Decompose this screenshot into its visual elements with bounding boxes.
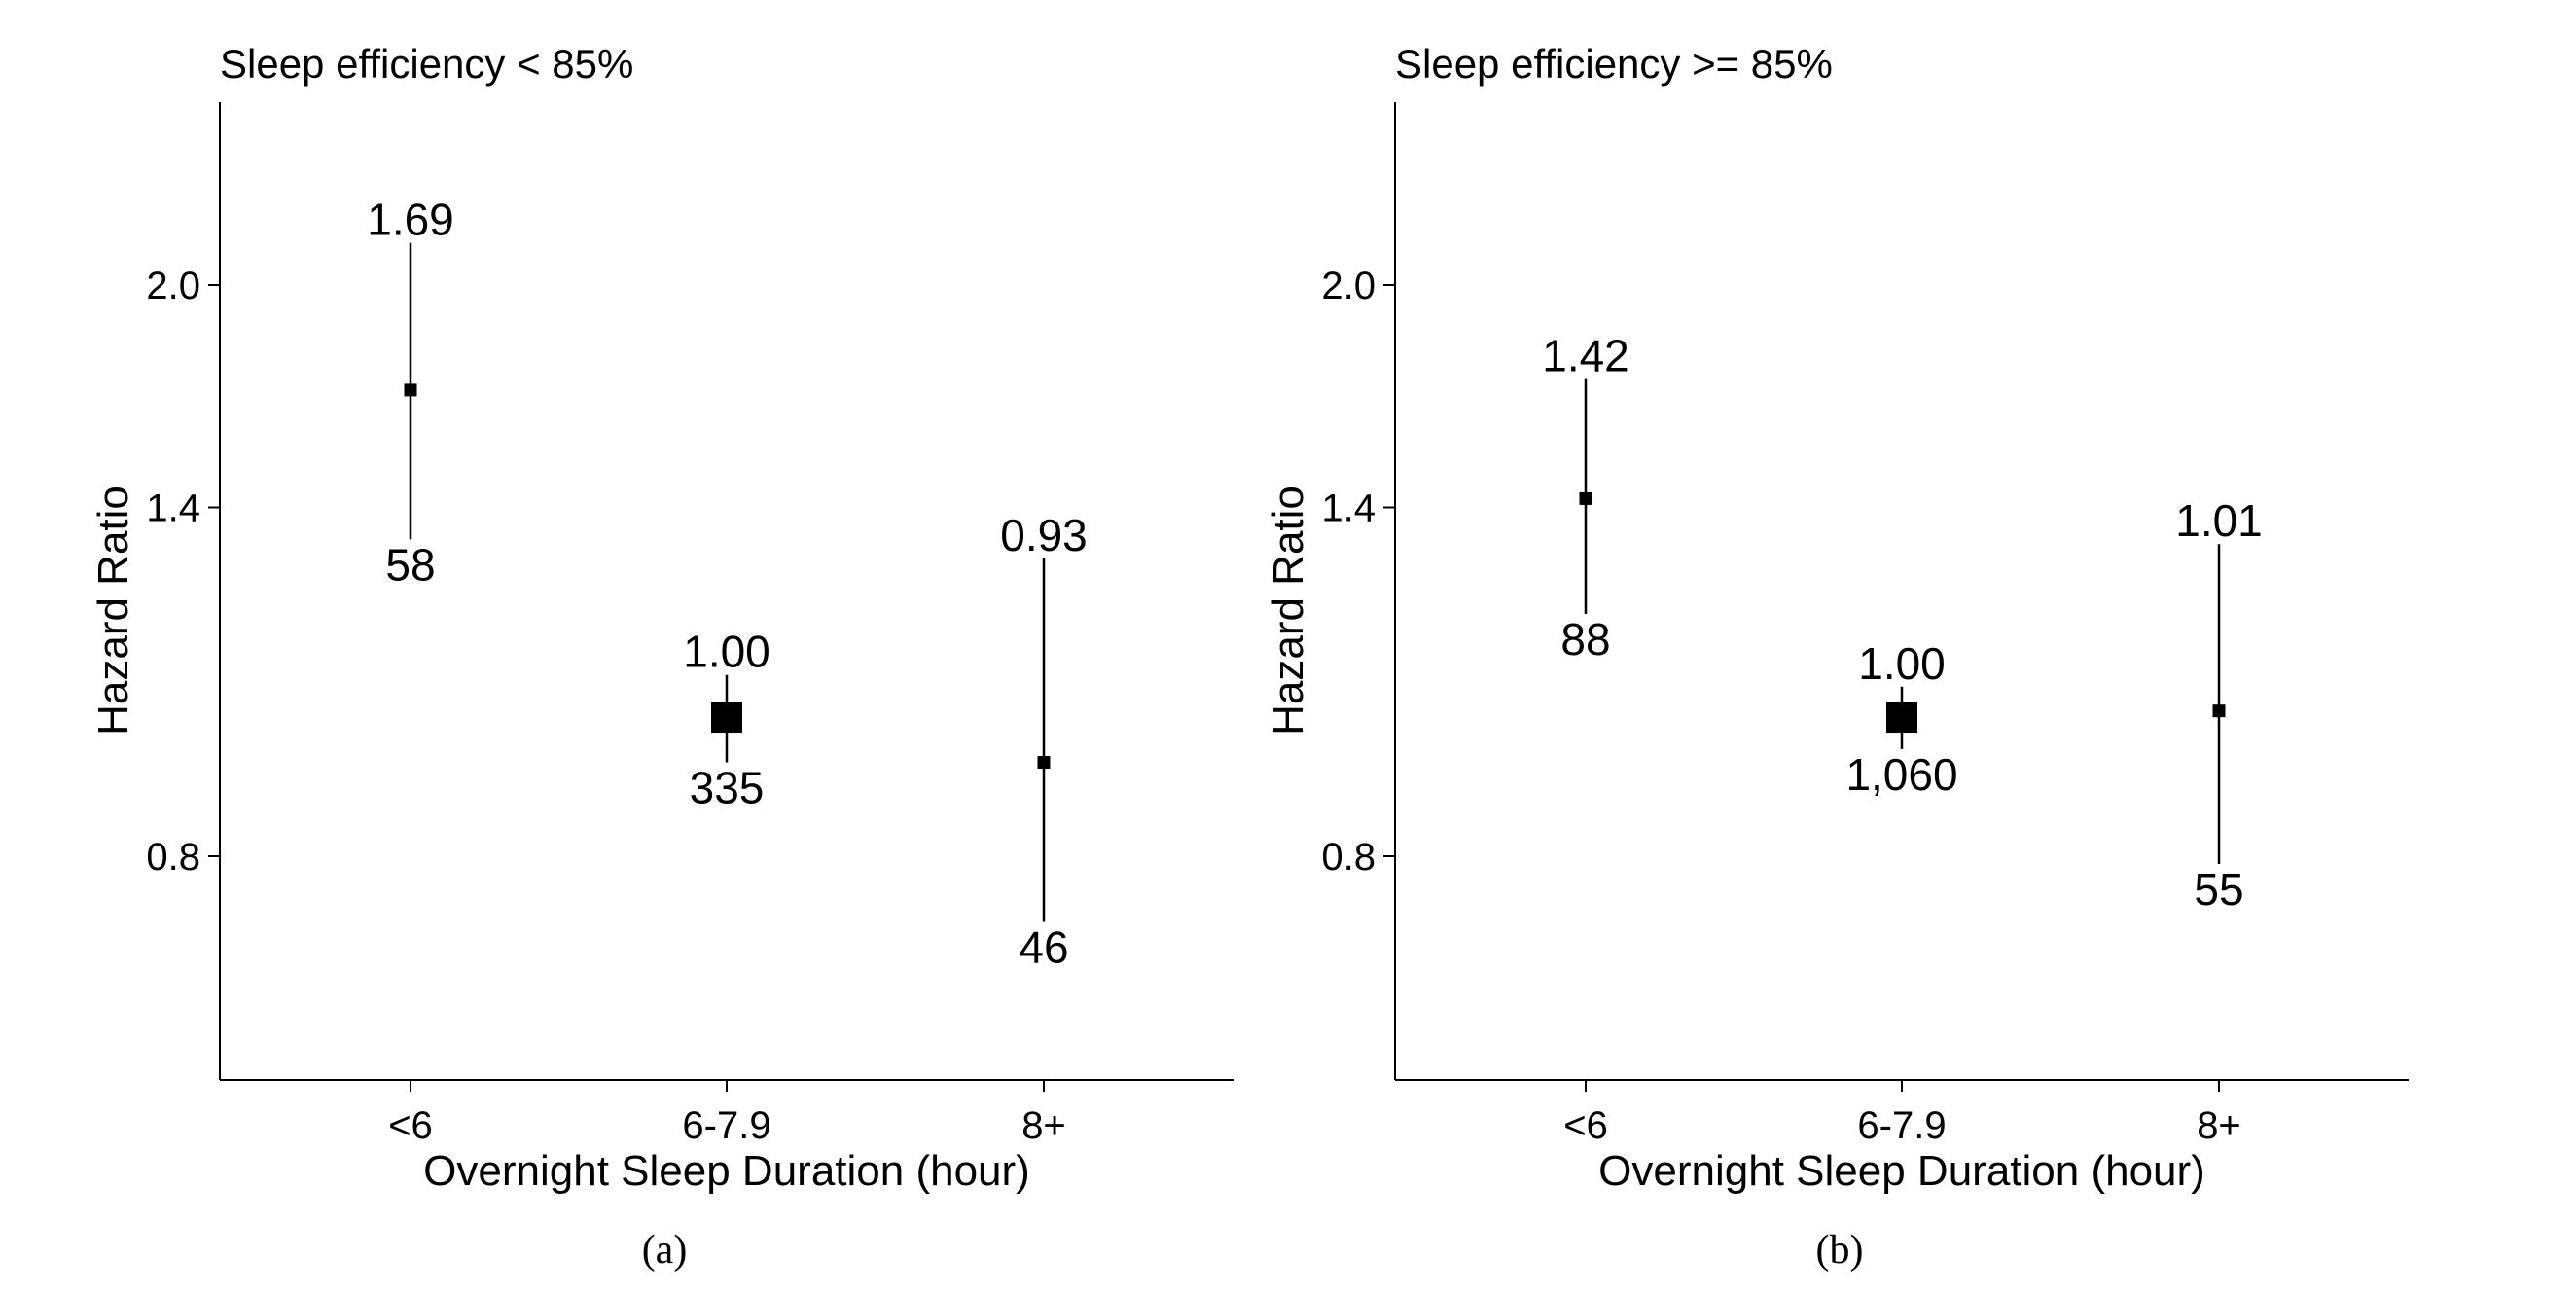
y-axis-label: Hazard Ratio [1265, 486, 1312, 736]
y-tick-label: 0.8 [146, 836, 200, 879]
hr-value-label: 1.00 [1858, 638, 1946, 689]
y-axis-label: Hazard Ratio [89, 486, 137, 736]
hr-value-label: 0.93 [1000, 510, 1088, 560]
y-tick-label: 2.0 [146, 265, 200, 307]
panel-title: Sleep efficiency < 85% [220, 41, 633, 87]
data-point-group: 1.00 1,060 [1845, 638, 1957, 800]
count-label: 1,060 [1845, 749, 1957, 800]
panel-1: Sleep efficiency < 85% 0.8 1.4 2.0 <6 6-7.9 8+… [89, 41, 1234, 1273]
data-point-group: 1.42 88 [1542, 331, 1629, 665]
y-tick-label: 1.4 [1321, 486, 1376, 529]
point-marker [1579, 491, 1592, 505]
data-point-group: 0.93 46 [1000, 510, 1088, 973]
hr-value-label: 1.00 [683, 627, 770, 677]
panel-title: Sleep efficiency >= 85% [1395, 41, 1833, 87]
x-axis-label: Overnight Sleep Duration (hour) [423, 1147, 1030, 1195]
count-label: 55 [2194, 864, 2243, 915]
hr-value-label: 1.42 [1542, 331, 1629, 381]
panel-caption: (b) [1816, 1228, 1864, 1273]
point-marker [1886, 702, 1917, 734]
data-point-group: 1.69 58 [367, 195, 454, 591]
y-tick-label: 2.0 [1321, 265, 1376, 307]
data-point-group: 1.01 55 [2175, 495, 2263, 915]
data-point-group: 1.00 335 [683, 627, 770, 813]
point-marker [711, 702, 742, 734]
y-tick-label: 1.4 [146, 486, 200, 529]
count-label: 88 [1560, 614, 1610, 665]
hr-value-label: 1.69 [367, 195, 454, 245]
x-tick-label: 8+ [1021, 1104, 1066, 1147]
point-marker [1037, 756, 1051, 770]
x-tick-label: <6 [388, 1104, 433, 1147]
panel-caption: (a) [642, 1228, 688, 1273]
point-marker [404, 383, 417, 397]
x-tick-label: 6-7.9 [1857, 1104, 1946, 1147]
x-axis-label: Overnight Sleep Duration (hour) [1598, 1147, 2205, 1195]
count-label: 46 [1019, 921, 1068, 972]
count-label: 58 [385, 539, 435, 590]
x-tick-label: <6 [1563, 1104, 1608, 1147]
x-tick-label: 6-7.9 [682, 1104, 770, 1147]
x-tick-label: 8+ [2197, 1104, 2241, 1147]
hr-value-label: 1.01 [2175, 495, 2263, 546]
panel-2: Sleep efficiency >= 85% 0.8 1.4 2.0 <6 6-7.9 8… [1265, 41, 2409, 1273]
point-marker [2212, 704, 2226, 718]
y-tick-label: 0.8 [1321, 836, 1376, 879]
count-label: 335 [690, 763, 765, 813]
